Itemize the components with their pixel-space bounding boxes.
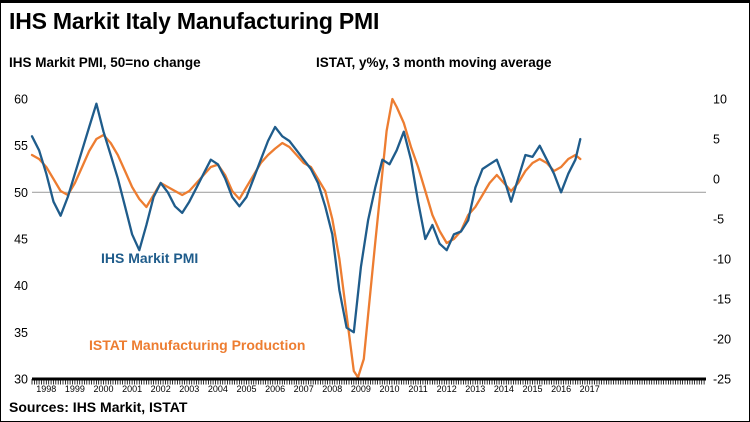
left-axis-title: IHS Markit PMI, 50=no change [9, 55, 201, 70]
year-tick-label: 2010 [379, 384, 399, 394]
left-axis-tick-label: 60 [14, 93, 28, 107]
year-tick-label: 2000 [93, 384, 113, 394]
istat-series-label: ISTAT Manufacturing Production [89, 337, 306, 353]
year-tick-label: 2015 [522, 384, 542, 394]
year-tick-label: 2013 [465, 384, 485, 394]
right-axis-title: ISTAT, y%y, 3 month moving average [316, 55, 552, 70]
year-tick-label: 2005 [236, 384, 256, 394]
right-axis-tick-label: 10 [713, 93, 727, 107]
pmi-series-label: IHS Markit PMI [101, 250, 199, 266]
sources-note: Sources: IHS Markit, ISTAT [9, 399, 188, 415]
left-axis-tick-label: 45 [14, 233, 28, 247]
right-axis-tick-label: -25 [713, 373, 731, 387]
year-tick-label: 2004 [208, 384, 228, 394]
right-axis-tick-label: -10 [713, 253, 731, 267]
year-tick-label: 2008 [322, 384, 342, 394]
pmi-line [30, 102, 582, 334]
year-tick-label: 2016 [551, 384, 571, 394]
year-tick-label: 2012 [437, 384, 457, 394]
left-axis-tick-label: 30 [14, 373, 28, 387]
year-tick-label: 2003 [179, 384, 199, 394]
chart-title: IHS Markit Italy Manufacturing PMI [9, 8, 380, 34]
right-axis-tick-label: 5 [713, 133, 720, 147]
right-axis-tick-label: -20 [713, 333, 731, 347]
left-axis-tick-label: 50 [14, 186, 28, 200]
year-tick-label: 1999 [65, 384, 85, 394]
x-axis-month-ticks [31, 379, 705, 385]
year-tick-label: 2011 [408, 384, 427, 394]
year-tick-label: 2002 [151, 384, 171, 394]
left-axis-tick-label: 40 [14, 279, 28, 293]
year-tick-label: 2006 [265, 384, 285, 394]
right-axis-tick-label: -15 [713, 293, 731, 307]
year-tick-label: 2007 [294, 384, 314, 394]
left-axis-tick-label: 55 [14, 139, 28, 153]
year-tick-label: 2001 [122, 384, 142, 394]
istat-line [30, 97, 582, 379]
year-tick-label: 2009 [351, 384, 371, 394]
year-tick-label: 2017 [580, 384, 600, 394]
right-axis-tick-label: 0 [713, 173, 720, 187]
year-tick-label: 1998 [36, 384, 56, 394]
left-axis-tick-label: 35 [14, 326, 28, 340]
right-axis-tick-label: -5 [713, 213, 724, 227]
year-tick-label: 2014 [494, 384, 514, 394]
